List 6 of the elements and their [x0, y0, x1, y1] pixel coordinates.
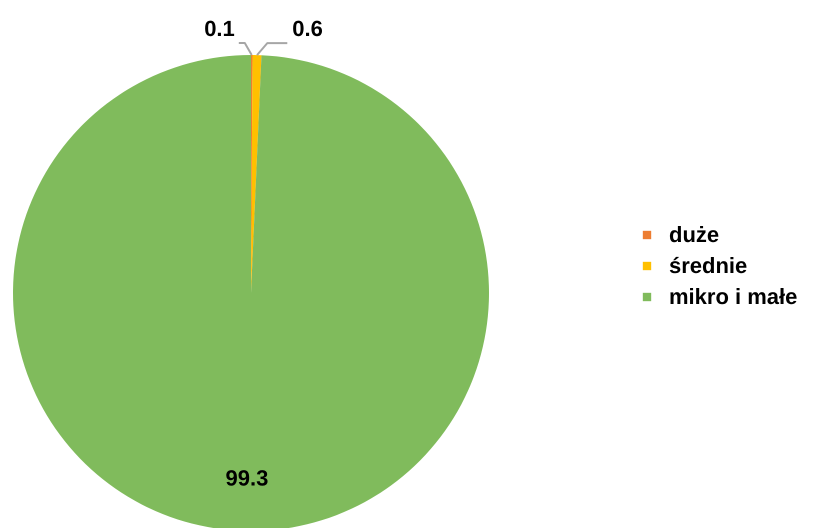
legend-label: duże	[669, 222, 720, 247]
data-label: 0.1	[204, 16, 235, 41]
legend-label: średnie	[669, 253, 748, 278]
data-label: 99.3	[226, 466, 268, 491]
legend-label: mikro i małe	[669, 284, 798, 309]
data-label: 0.6	[292, 16, 323, 42]
